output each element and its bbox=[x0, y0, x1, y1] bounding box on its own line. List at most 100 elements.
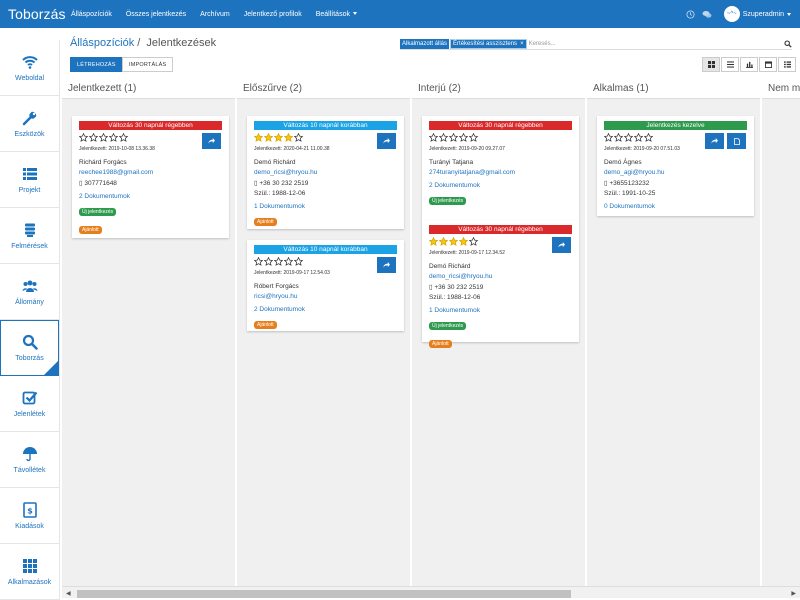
close-icon[interactable]: × bbox=[520, 41, 524, 47]
clock-icon[interactable] bbox=[686, 9, 696, 19]
rating-stars[interactable] bbox=[604, 133, 747, 143]
scroll-left-icon[interactable]: ◀ bbox=[66, 591, 71, 597]
star-empty-icon[interactable] bbox=[294, 257, 303, 266]
candidate-name[interactable]: Turányi Tatjana bbox=[429, 159, 474, 166]
star-empty-icon[interactable] bbox=[624, 133, 633, 142]
list-view-button[interactable] bbox=[721, 57, 739, 72]
star-empty-icon[interactable] bbox=[99, 133, 108, 142]
star-empty-icon[interactable] bbox=[109, 133, 118, 142]
import-button[interactable]: IMPORTÁLÁS bbox=[122, 57, 174, 72]
candidate-card[interactable]: Változás 30 napnál régebben Jelentkezett… bbox=[422, 220, 579, 348]
documents-link[interactable]: 2 Dokumentumok bbox=[429, 182, 480, 189]
nav-settings[interactable]: Beállítások bbox=[316, 11, 357, 18]
star-filled-icon[interactable] bbox=[284, 133, 293, 142]
sidebar-item-kiadasok[interactable]: $ Kiadások bbox=[0, 488, 59, 544]
breadcrumb-parent[interactable]: Álláspozíciók bbox=[70, 37, 135, 49]
nav-job-positions[interactable]: Álláspozíciók bbox=[71, 10, 112, 18]
avatar[interactable]: ~^~ bbox=[723, 6, 740, 22]
move-button[interactable] bbox=[202, 133, 221, 149]
star-empty-icon[interactable] bbox=[469, 237, 478, 246]
move-button[interactable] bbox=[377, 133, 396, 149]
search-icon[interactable] bbox=[784, 40, 792, 48]
star-filled-icon[interactable] bbox=[254, 133, 263, 142]
documents-link[interactable]: 2 Dokumentumok bbox=[254, 306, 305, 313]
candidate-card[interactable]: Jelentkezés kezelve Jelentkezett: 2019-0… bbox=[597, 116, 754, 216]
star-empty-icon[interactable] bbox=[449, 133, 458, 142]
candidate-card[interactable]: Változás 10 napnál korábban Jelentkezett… bbox=[247, 116, 404, 229]
star-empty-icon[interactable] bbox=[614, 133, 623, 142]
sidebar-item-tavolletek[interactable]: Távollétek bbox=[0, 432, 59, 488]
documents-link[interactable]: 1 Dokumentumok bbox=[429, 307, 480, 314]
sidebar-item-weboldal[interactable]: Weboldal bbox=[0, 40, 59, 96]
star-filled-icon[interactable] bbox=[429, 237, 438, 246]
user-menu[interactable]: Szuperadmin bbox=[743, 11, 791, 18]
create-button[interactable]: LÉTREHOZÁS bbox=[70, 57, 123, 72]
search-input[interactable]: Keresés... bbox=[528, 41, 556, 47]
scroll-right-icon[interactable]: ▶ bbox=[791, 591, 796, 597]
scrollbar-thumb[interactable] bbox=[77, 590, 571, 598]
chart-view-button[interactable] bbox=[740, 57, 758, 72]
candidate-name[interactable]: Demó Richárd bbox=[429, 263, 471, 270]
sidebar-item-felmeresek[interactable]: Felmérések bbox=[0, 208, 59, 264]
calendar-view-button[interactable] bbox=[759, 57, 777, 72]
sidebar-item-allomany[interactable]: Állomány bbox=[0, 264, 59, 320]
star-empty-icon[interactable] bbox=[604, 133, 613, 142]
rating-stars[interactable] bbox=[79, 133, 222, 143]
star-empty-icon[interactable] bbox=[254, 257, 263, 266]
candidate-card[interactable]: Változás 30 napnál régebben Jelentkezett… bbox=[72, 116, 229, 238]
star-empty-icon[interactable] bbox=[429, 133, 438, 142]
nav-archive[interactable]: Archívum bbox=[200, 10, 230, 18]
candidate-email[interactable]: demo_ricsi@hryou.hu bbox=[429, 273, 493, 280]
horizontal-scrollbar[interactable]: ◀ ▶ bbox=[62, 586, 800, 598]
candidate-name[interactable]: Róbert Forgács bbox=[254, 283, 299, 290]
candidate-card[interactable]: Változás 10 napnál korábban Jelentkezett… bbox=[247, 240, 404, 331]
sidebar-item-alkalmazasok[interactable]: Alkalmazások bbox=[0, 544, 59, 600]
candidate-email[interactable]: ricsi@hryou.hu bbox=[254, 293, 298, 300]
move-button[interactable] bbox=[377, 257, 396, 273]
star-filled-icon[interactable] bbox=[274, 133, 283, 142]
star-empty-icon[interactable] bbox=[264, 257, 273, 266]
filter-tag-value[interactable]: Értékesítési asszisztens × bbox=[450, 39, 527, 49]
star-empty-icon[interactable] bbox=[469, 133, 478, 142]
star-empty-icon[interactable] bbox=[634, 133, 643, 142]
star-empty-icon[interactable] bbox=[89, 133, 98, 142]
candidate-name[interactable]: Richárd Forgács bbox=[79, 159, 127, 166]
move-button[interactable] bbox=[705, 133, 724, 149]
rating-stars[interactable] bbox=[254, 257, 397, 267]
star-filled-icon[interactable] bbox=[449, 237, 458, 246]
table-view-button[interactable] bbox=[778, 57, 796, 72]
documents-link[interactable]: 2 Dokumentumok bbox=[79, 193, 130, 200]
candidate-email[interactable]: demo_agi@hryou.hu bbox=[604, 169, 665, 176]
candidate-name[interactable]: Demó Richárd bbox=[254, 159, 296, 166]
star-empty-icon[interactable] bbox=[274, 257, 283, 266]
candidate-email[interactable]: 274turanyitatjana@gmail.com bbox=[429, 169, 516, 176]
star-empty-icon[interactable] bbox=[459, 133, 468, 142]
candidate-card[interactable]: Változás 30 napnál régebben Jelentkezett… bbox=[422, 116, 579, 220]
sidebar-item-projekt[interactable]: Projekt bbox=[0, 152, 59, 208]
star-empty-icon[interactable] bbox=[79, 133, 88, 142]
star-empty-icon[interactable] bbox=[644, 133, 653, 142]
candidate-email[interactable]: reechee1988@gmail.com bbox=[79, 169, 154, 176]
star-empty-icon[interactable] bbox=[294, 133, 303, 142]
board-view-button[interactable] bbox=[702, 57, 720, 72]
documents-link[interactable]: 0 Dokumentumok bbox=[604, 203, 655, 210]
star-empty-icon[interactable] bbox=[439, 133, 448, 142]
star-empty-icon[interactable] bbox=[284, 257, 293, 266]
star-filled-icon[interactable] bbox=[264, 133, 273, 142]
nav-applicant-profiles[interactable]: Jelentkező profilok bbox=[243, 10, 302, 18]
rating-stars[interactable] bbox=[429, 133, 572, 143]
app-brand[interactable]: Toborzás bbox=[8, 6, 66, 22]
nav-all-applications[interactable]: Összes jelentkezés bbox=[125, 10, 187, 18]
sidebar-item-jelenletek[interactable]: Jelenlétek bbox=[0, 376, 59, 432]
candidate-name[interactable]: Demó Ágnes bbox=[604, 159, 642, 166]
document-button[interactable] bbox=[727, 133, 746, 149]
rating-stars[interactable] bbox=[429, 237, 572, 247]
sidebar-item-eszkozok[interactable]: Eszközök bbox=[0, 96, 59, 152]
documents-link[interactable]: 1 Dokumentumok bbox=[254, 203, 305, 210]
star-empty-icon[interactable] bbox=[119, 133, 128, 142]
move-button[interactable] bbox=[552, 237, 571, 253]
star-filled-icon[interactable] bbox=[439, 237, 448, 246]
rating-stars[interactable] bbox=[254, 133, 397, 143]
sidebar-item-toborzas[interactable]: Toborzás bbox=[0, 320, 59, 376]
filter-search-bar[interactable]: Alkalmazott állás Értékesítési assziszte… bbox=[400, 39, 792, 50]
